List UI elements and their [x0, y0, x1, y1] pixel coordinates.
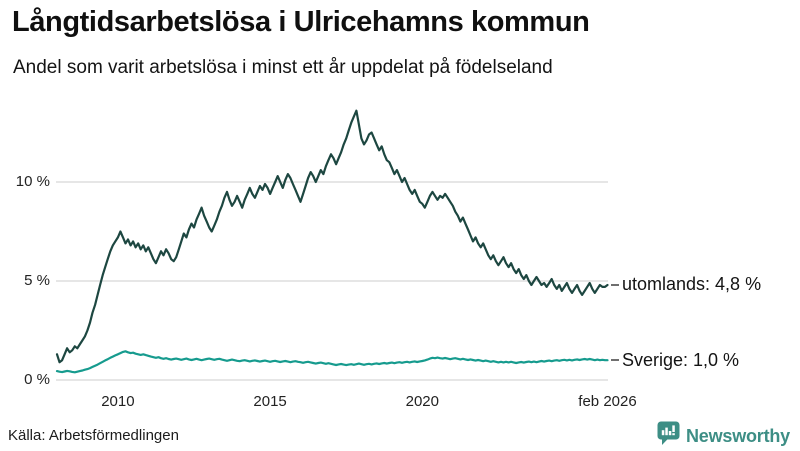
chart-subtitle: Andel som varit arbetslösa i minst ett å… — [13, 57, 553, 78]
series-label-text: utomlands: 4,8 % — [622, 274, 762, 295]
label-connector-dash — [611, 283, 619, 286]
series-end-label: Sverige: 1,0 % — [611, 349, 739, 371]
x-tick-label: 2015 — [253, 393, 287, 410]
x-tick-label: 2010 — [101, 393, 135, 410]
x-tick-label: 2020 — [405, 393, 439, 410]
series-label-text: Sverige: 1,0 % — [622, 349, 740, 370]
x-tick-label: feb 2026 — [578, 393, 637, 410]
newsworthy-logo-icon — [657, 421, 680, 451]
y-tick-label: 0 % — [24, 371, 50, 388]
label-connector-dash — [611, 359, 619, 362]
y-tick-label: 10 % — [15, 173, 50, 190]
page-title: Långtidsarbetslösa i Ulricehamns kommun — [12, 6, 590, 38]
series-end-label: utomlands: 4,8 % — [611, 274, 761, 296]
newsworthy-brand[interactable]: Newsworthy — [657, 421, 790, 451]
y-tick-label: 5 % — [24, 272, 50, 289]
source-attribution: Källa: Arbetsförmedlingen — [8, 427, 179, 444]
newsworthy-wordmark: Newsworthy — [685, 425, 790, 446]
